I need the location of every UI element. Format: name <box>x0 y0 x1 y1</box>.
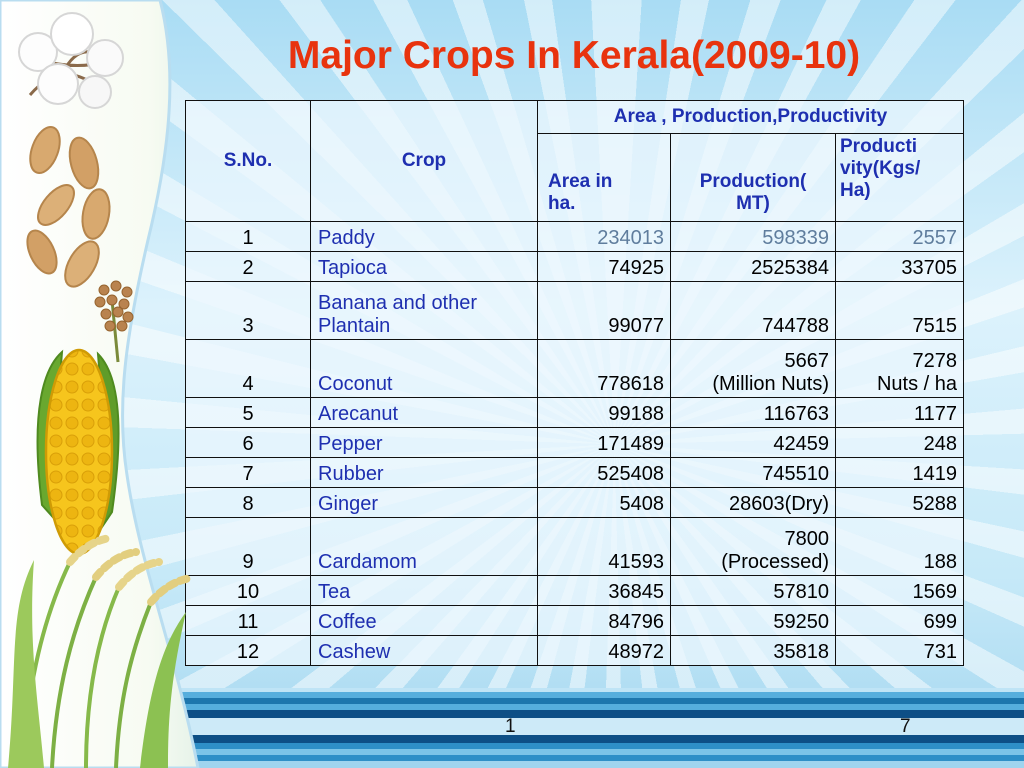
production-cell: 744788 <box>670 281 836 340</box>
area-cell: 41593 <box>537 517 671 576</box>
col-header-group: Area , Production,Productivity <box>536 100 965 134</box>
page-title: Major Crops In Kerala(2009-10) <box>287 34 861 77</box>
table-row: 10 Tea 36845 57810 1569 <box>185 575 965 606</box>
table-row: 1 Paddy 234013 598339 2557 <box>185 221 965 252</box>
crop-cell: Tapioca <box>310 251 538 282</box>
productivity-cell: 1569 <box>834 575 965 606</box>
crop-cell: Coconut <box>310 339 538 398</box>
production-cell: 59250 <box>670 605 836 636</box>
production-cell: 598339 <box>670 221 836 252</box>
area-cell: 84796 <box>537 605 671 636</box>
col-header-sno: S.No. <box>185 100 311 222</box>
production-cell: 35818 <box>670 635 836 666</box>
production-cell: 7800 (Processed) <box>670 517 836 576</box>
productivity-cell: 188 <box>834 517 965 576</box>
crops-table: S.No. Crop Area , Production,Productivit… <box>185 100 965 666</box>
area-cell: 48972 <box>537 635 671 666</box>
area-cell: 525408 <box>537 457 671 488</box>
table-row: 8 Ginger 5408 28603(Dry) 5288 <box>185 487 965 518</box>
production-cell: 745510 <box>670 457 836 488</box>
area-cell: 778618 <box>537 339 671 398</box>
table-row: 9 Cardamom 41593 7800 (Processed) 188 <box>185 517 965 576</box>
left-decoration-panel <box>0 0 200 768</box>
table-row: 4 Coconut 778618 5667 (Million Nuts) 727… <box>185 339 965 398</box>
area-cell: 171489 <box>537 427 671 458</box>
productivity-cell: 248 <box>834 427 965 458</box>
production-cell: 116763 <box>670 397 836 428</box>
productivity-cell: 7278 Nuts / ha <box>834 339 965 398</box>
col-header-area: Area in ha. <box>537 133 671 222</box>
area-cell: 234013 <box>537 221 671 252</box>
crop-cell: Ginger <box>310 487 538 518</box>
sno-cell: 8 <box>185 487 311 518</box>
production-cell: 2525384 <box>670 251 836 282</box>
sno-cell: 3 <box>185 281 311 340</box>
area-cell: 74925 <box>537 251 671 282</box>
crop-cell: Paddy <box>310 221 538 252</box>
productivity-cell: 1177 <box>834 397 965 428</box>
crops-table-container: S.No. Crop Area , Production,Productivit… <box>185 100 965 666</box>
footer-number-right: 7 <box>900 716 911 737</box>
table-row: 2 Tapioca 74925 2525384 33705 <box>185 251 965 282</box>
productivity-cell: 699 <box>834 605 965 636</box>
crop-cell: Rubber <box>310 457 538 488</box>
area-cell: 5408 <box>537 487 671 518</box>
crop-cell: Coffee <box>310 605 538 636</box>
crop-cell: Arecanut <box>310 397 538 428</box>
col-header-crop: Crop <box>310 100 538 222</box>
productivity-cell: 7515 <box>834 281 965 340</box>
crop-cell: Tea <box>310 575 538 606</box>
col-header-production: Production( MT) <box>670 133 836 222</box>
crop-cell: Cashew <box>310 635 538 666</box>
table-row: 3 Banana and other Plantain 99077 744788… <box>185 281 965 340</box>
crop-cell: Banana and other Plantain <box>310 281 538 340</box>
production-cell: 42459 <box>670 427 836 458</box>
rice-plant-image <box>8 534 195 768</box>
sorghum-image <box>94 280 134 363</box>
production-cell: 5667 (Million Nuts) <box>670 339 836 398</box>
area-cell: 99188 <box>537 397 671 428</box>
productivity-cell: 2557 <box>834 221 965 252</box>
table-row: 11 Coffee 84796 59250 699 <box>185 605 965 636</box>
cotton-image <box>18 12 124 109</box>
crop-cell: Pepper <box>310 427 538 458</box>
table-row: 12 Cashew 48972 35818 731 <box>185 635 965 666</box>
table-row: 6 Pepper 171489 42459 248 <box>185 427 965 458</box>
footer-number-left: 1 <box>505 716 516 737</box>
productivity-cell: 731 <box>834 635 965 666</box>
sno-cell: 1 <box>185 221 311 252</box>
table-header-row-1: S.No. Crop Area , Production,Productivit… <box>185 100 965 222</box>
table-header-row-2: Area in ha. Production( MT) Producti vit… <box>186 133 965 222</box>
production-cell: 28603(Dry) <box>670 487 836 518</box>
peanuts-image <box>26 126 111 288</box>
area-cell: 99077 <box>537 281 671 340</box>
crop-cell: Cardamom <box>310 517 538 576</box>
productivity-cell: 33705 <box>834 251 965 282</box>
sno-cell: 4 <box>185 339 311 398</box>
sno-cell: 10 <box>185 575 311 606</box>
sno-cell: 12 <box>185 635 311 666</box>
productivity-cell: 5288 <box>834 487 965 518</box>
corn-image <box>36 348 120 556</box>
table-row: 5 Arecanut 99188 116763 1177 <box>185 397 965 428</box>
area-cell: 36845 <box>537 575 671 606</box>
col-header-productivity: Producti vity(Kgs/ Ha) <box>834 133 965 222</box>
sno-cell: 5 <box>185 397 311 428</box>
production-cell: 57810 <box>670 575 836 606</box>
table-row: 7 Rubber 525408 745510 1419 <box>185 457 965 488</box>
productivity-cell: 1419 <box>834 457 965 488</box>
sno-cell: 9 <box>185 517 311 576</box>
